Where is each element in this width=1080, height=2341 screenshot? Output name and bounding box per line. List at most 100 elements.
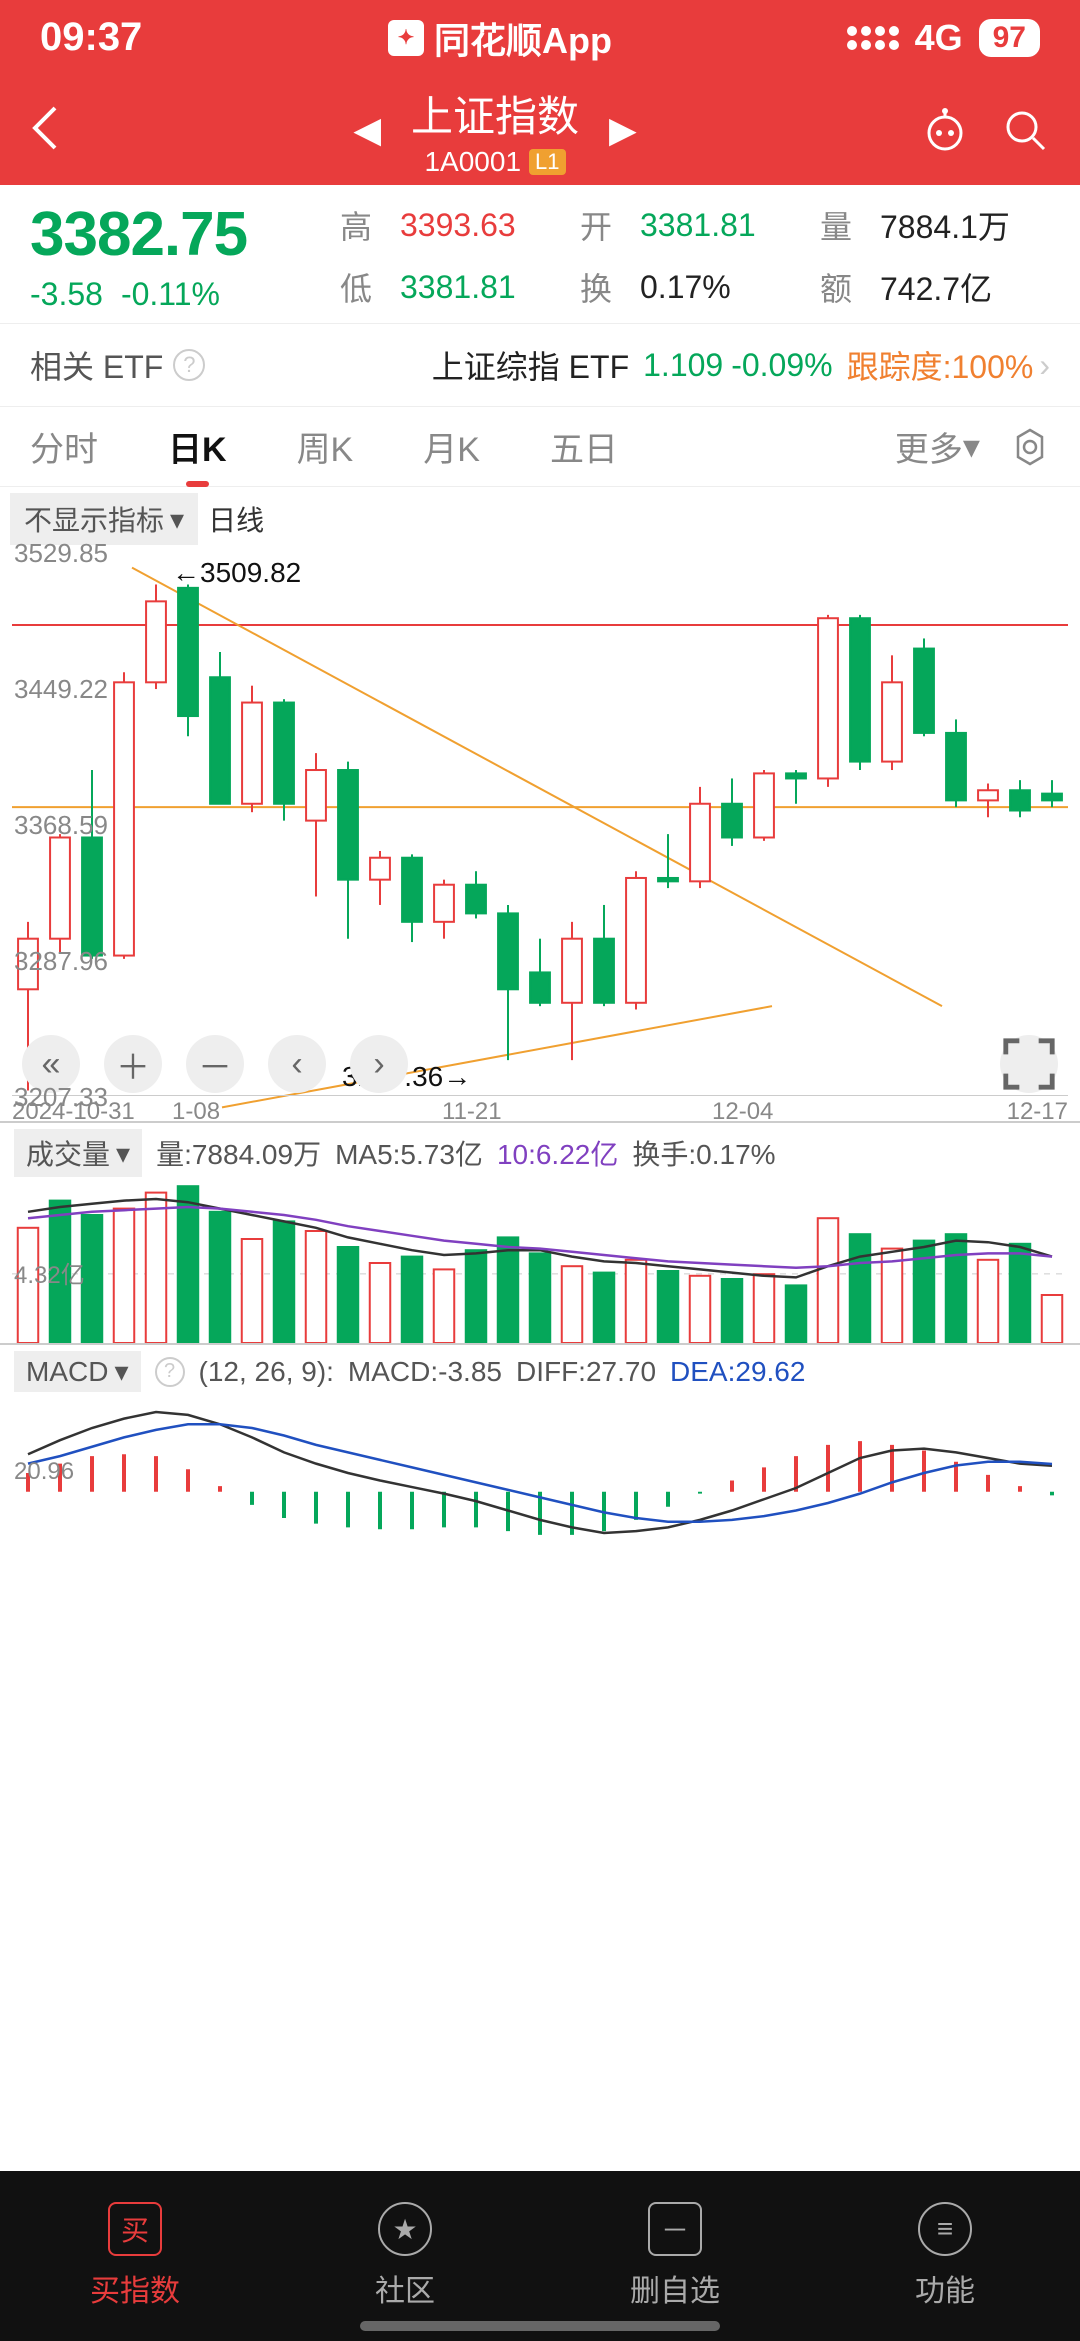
bottom-nav: 买 买指数 ★ 社区 － 删自选 ≡ 功能 (0, 2171, 1080, 2341)
header-title[interactable]: 上证指数 1A0001 L1 (411, 83, 579, 178)
index-name: 上证指数 (411, 83, 579, 144)
app-name: 同花顺App (434, 12, 612, 64)
functions-icon: ≡ (918, 2202, 972, 2256)
nav-functions[interactable]: ≡ 功能 (810, 2171, 1080, 2341)
nav-buy-label: 买指数 (90, 2266, 180, 2310)
change-pct: -0.11% (121, 276, 220, 313)
change-abs: -3.58 (30, 276, 103, 313)
top-annotation: ←3509.82 (172, 557, 301, 589)
back-button[interactable] (30, 103, 90, 158)
chevron-right-icon: › (1039, 347, 1050, 384)
xlabel-3: 12-04 (712, 1098, 773, 1126)
community-icon: ★ (378, 2202, 432, 2256)
l1-badge: L1 (529, 149, 565, 175)
battery-level: 97 (979, 19, 1040, 57)
tab-week-k[interactable]: 周K (297, 407, 354, 486)
xlabel-1: 1-08 (172, 1098, 220, 1126)
tab-day-k[interactable]: 日K (168, 407, 227, 486)
volume-ylabel: 4.32亿 (14, 1255, 85, 1290)
high-value: 3393.63 (400, 207, 580, 244)
chart-zoom-in-button[interactable]: ＋ (104, 1035, 162, 1093)
nav-functions-label: 功能 (915, 2266, 975, 2310)
amt-value: 742.7亿 (880, 264, 1060, 310)
index-code: 1A0001 (424, 146, 521, 178)
robot-icon[interactable] (920, 105, 970, 155)
nav-community[interactable]: ★ 社区 (270, 2171, 540, 2341)
quote-panel: 3382.75 -3.58 -0.11% 高 3393.63 开 3381.81… (0, 185, 1080, 324)
network-type: 4G (915, 17, 963, 59)
high-label: 高 (340, 202, 400, 248)
chart-zoom-out-button[interactable]: － (186, 1035, 244, 1093)
candlestick-chart[interactable]: ←3509.82 3227.36→ « ＋ － ‹ › 2024-10-31 1… (12, 551, 1068, 1121)
dropdown-icon: ▾ (114, 1355, 128, 1388)
nav-buy-index[interactable]: 买 买指数 (0, 2171, 270, 2341)
x-axis: 2024-10-31 1-08 11-21 12-04 12-17 (12, 1095, 1068, 1121)
chart-header: 不显示指标▾ 日线 (0, 487, 1080, 551)
tab-5day[interactable]: 五日 (550, 407, 618, 486)
turn-label: 换 (580, 264, 640, 310)
macd-chart[interactable]: 20.96 (12, 1398, 1068, 1548)
etf-name: 上证综指 ETF (432, 342, 629, 388)
volume-header: 成交量▾ 量:7884.09万 MA5:5.73亿 10:6.22亿 换手:0.… (0, 1121, 1080, 1183)
diff-value: DIFF:27.70 (516, 1356, 656, 1388)
chart-type-label: 日线 (208, 499, 264, 539)
help-icon[interactable]: ? (173, 349, 205, 381)
chart-right-button[interactable]: › (350, 1035, 408, 1093)
open-value: 3381.81 (640, 207, 820, 244)
status-app: ✦ 同花顺App (220, 12, 780, 64)
etf-track: 跟踪度:100% (847, 342, 1034, 388)
signal-icon (847, 26, 899, 50)
volume-chart[interactable]: 4.32亿 (12, 1183, 1068, 1343)
vol-label: 量 (820, 202, 880, 248)
price-change: -3.58 -0.11% (30, 276, 330, 313)
status-right: 4G 97 (780, 17, 1040, 59)
etf-row[interactable]: 相关 ETF ? 上证综指 ETF 1.109 -0.09% 跟踪度:100% … (0, 324, 1080, 407)
etf-pct: -0.09% (731, 347, 832, 384)
dea-value: DEA:29.62 (670, 1356, 805, 1388)
quote-table: 高 3393.63 开 3381.81 量 7884.1万 低 3381.81 … (340, 199, 1060, 313)
ma10-text: 10:6.22亿 (497, 1133, 618, 1173)
volume-text: 量:7884.09万 (156, 1133, 321, 1173)
last-price: 3382.75 (30, 199, 330, 270)
volume-select[interactable]: 成交量▾ (14, 1129, 142, 1177)
etf-label: 相关 ETF (30, 342, 163, 388)
macd-header: MACD▾ ? (12, 26, 9): MACD:-3.85 DIFF:27.… (0, 1343, 1080, 1398)
status-bar: 09:37 ✦ 同花顺App 4G 97 (0, 0, 1080, 75)
ma5-text: MA5:5.73亿 (335, 1133, 483, 1173)
timeframe-tabs: 分时 日K 周K 月K 五日 更多 ▾ (0, 407, 1080, 487)
nav-remove-fav[interactable]: － 删自选 (540, 2171, 810, 2341)
macd-select[interactable]: MACD▾ (14, 1351, 141, 1392)
low-value: 3381.81 (400, 269, 580, 306)
low-label: 低 (340, 264, 400, 310)
macd-ylabel: 20.96 (14, 1458, 74, 1486)
xlabel-4: 12-17 (1007, 1098, 1068, 1126)
index-code-row: 1A0001 L1 (411, 146, 579, 178)
dropdown-icon: ▾ (170, 503, 184, 536)
turn-value: 0.17% (640, 269, 820, 306)
buy-icon: 买 (108, 2202, 162, 2256)
settings-icon[interactable] (1010, 427, 1050, 467)
header: ◀ 上证指数 1A0001 L1 ▶ (0, 75, 1080, 185)
tab-more[interactable]: 更多 ▾ (895, 407, 980, 486)
remove-icon: － (648, 2202, 702, 2256)
nav-remove-label: 删自选 (630, 2266, 720, 2310)
next-button[interactable]: ▶ (579, 109, 667, 151)
home-indicator[interactable] (360, 2321, 720, 2331)
tab-month-k[interactable]: 月K (423, 407, 480, 486)
turnover-text: 换手:0.17% (632, 1133, 775, 1173)
chevron-down-icon: ▾ (963, 427, 980, 467)
help-icon[interactable]: ? (155, 1357, 185, 1387)
dropdown-icon: ▾ (116, 1137, 130, 1170)
fullscreen-button[interactable] (1000, 1035, 1058, 1093)
search-icon[interactable] (1000, 105, 1050, 155)
macd-value: MACD:-3.85 (348, 1356, 502, 1388)
app-icon: ✦ (388, 20, 424, 56)
etf-price: 1.109 (643, 347, 723, 384)
chart-left-button[interactable]: ‹ (268, 1035, 326, 1093)
tab-minute[interactable]: 分时 (30, 407, 98, 486)
prev-button[interactable]: ◀ (323, 109, 411, 151)
macd-params: (12, 26, 9): (199, 1356, 334, 1388)
nav-community-label: 社区 (375, 2266, 435, 2310)
status-time: 09:37 (40, 15, 220, 60)
open-label: 开 (580, 202, 640, 248)
